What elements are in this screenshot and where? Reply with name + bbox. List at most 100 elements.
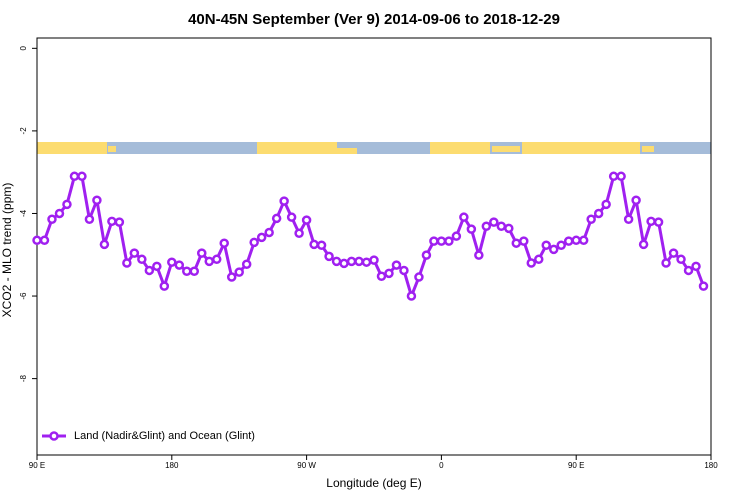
x-tick-label: 180 [165, 461, 179, 470]
x-tick-label: 0 [439, 461, 444, 470]
y-tick-label: 0 [19, 46, 28, 51]
data-point [99, 239, 110, 250]
data-point [54, 208, 65, 219]
data-point [571, 235, 581, 246]
x-axis-label: Longitude (deg E) [326, 476, 421, 490]
data-point [563, 236, 574, 246]
data-point [234, 267, 244, 277]
data-point [623, 214, 634, 225]
data-point [691, 261, 701, 272]
data-point [159, 281, 170, 291]
data-point [646, 216, 656, 227]
series-line [37, 174, 705, 298]
legend-label: Land (Nadir&Glint) and Ocean (Glint) [74, 430, 255, 442]
data-point [204, 256, 214, 267]
data-point [586, 214, 596, 225]
data-point [496, 221, 507, 232]
data-point [346, 256, 357, 267]
plot-frame [36, 37, 712, 456]
data-point [616, 171, 626, 182]
data-point [129, 248, 140, 258]
data-point [698, 281, 709, 291]
data-point [219, 238, 229, 248]
data-point [226, 272, 237, 282]
data-point [578, 235, 589, 246]
land-ocean-strip [37, 142, 711, 154]
data-point [167, 257, 177, 267]
data-point [331, 256, 342, 267]
data-point [301, 215, 312, 225]
data-point [77, 171, 87, 182]
data-point [62, 199, 72, 210]
data-point [511, 238, 522, 248]
data-point [593, 208, 604, 219]
legend-marker [49, 431, 59, 441]
y-tick-label: -4 [19, 209, 28, 217]
data-point [316, 240, 327, 251]
data-point [107, 216, 117, 227]
data-point [519, 236, 529, 246]
data-point [406, 291, 417, 301]
data-point [114, 217, 125, 227]
data-point [92, 195, 102, 206]
data-point [84, 214, 95, 225]
data-point [466, 224, 477, 234]
data-point [661, 258, 671, 268]
data-point [197, 248, 207, 258]
data-point [309, 239, 319, 250]
data-point [391, 260, 402, 270]
data-point [354, 256, 364, 267]
data-point [211, 254, 222, 265]
data-point [683, 265, 694, 276]
data-point [608, 171, 619, 182]
data-point [144, 265, 155, 276]
data-point [459, 212, 469, 222]
data-point [361, 257, 372, 267]
chart-title: 40N-45N September (Ver 9) 2014-09-06 to … [188, 11, 560, 28]
data-point [548, 244, 559, 255]
data-point [429, 236, 439, 246]
data-point [32, 235, 42, 246]
data-point [534, 254, 544, 265]
data-point [286, 212, 297, 222]
data-point [182, 266, 192, 277]
data-point [376, 271, 387, 281]
y-tick-label: -2 [19, 127, 28, 135]
data-point [556, 240, 566, 251]
data-point [421, 250, 432, 260]
data-point [369, 255, 379, 265]
data-point [436, 236, 447, 246]
data-point [174, 260, 185, 270]
data-point [631, 195, 641, 206]
data-point [481, 221, 492, 232]
data-point [339, 258, 349, 269]
y-tick-label: -8 [19, 375, 28, 383]
data-point [668, 248, 679, 258]
x-tick-label: 90 E [568, 461, 584, 470]
data-point [241, 259, 252, 270]
data-point [189, 266, 200, 277]
data-point [451, 231, 462, 241]
data-point [444, 236, 454, 246]
data-point [279, 196, 289, 206]
data-point [399, 265, 409, 276]
data-point [474, 250, 484, 260]
data-point [47, 214, 57, 225]
data-point [653, 217, 664, 227]
data-point [122, 258, 132, 268]
data-point [271, 213, 282, 224]
data-point [601, 199, 611, 210]
data-point [137, 254, 147, 265]
x-tick-label: 90 E [29, 461, 45, 470]
data-point [264, 227, 274, 238]
x-tick-label: 90 W [297, 461, 316, 470]
data-point [414, 272, 424, 282]
y-axis-label: XCO2 - MLO trend (ppm) [0, 183, 14, 318]
data-point [541, 240, 551, 251]
data-point [384, 268, 394, 279]
data-point [489, 217, 499, 227]
data-point [676, 254, 686, 265]
data-point [526, 258, 537, 268]
data-point [69, 171, 80, 182]
